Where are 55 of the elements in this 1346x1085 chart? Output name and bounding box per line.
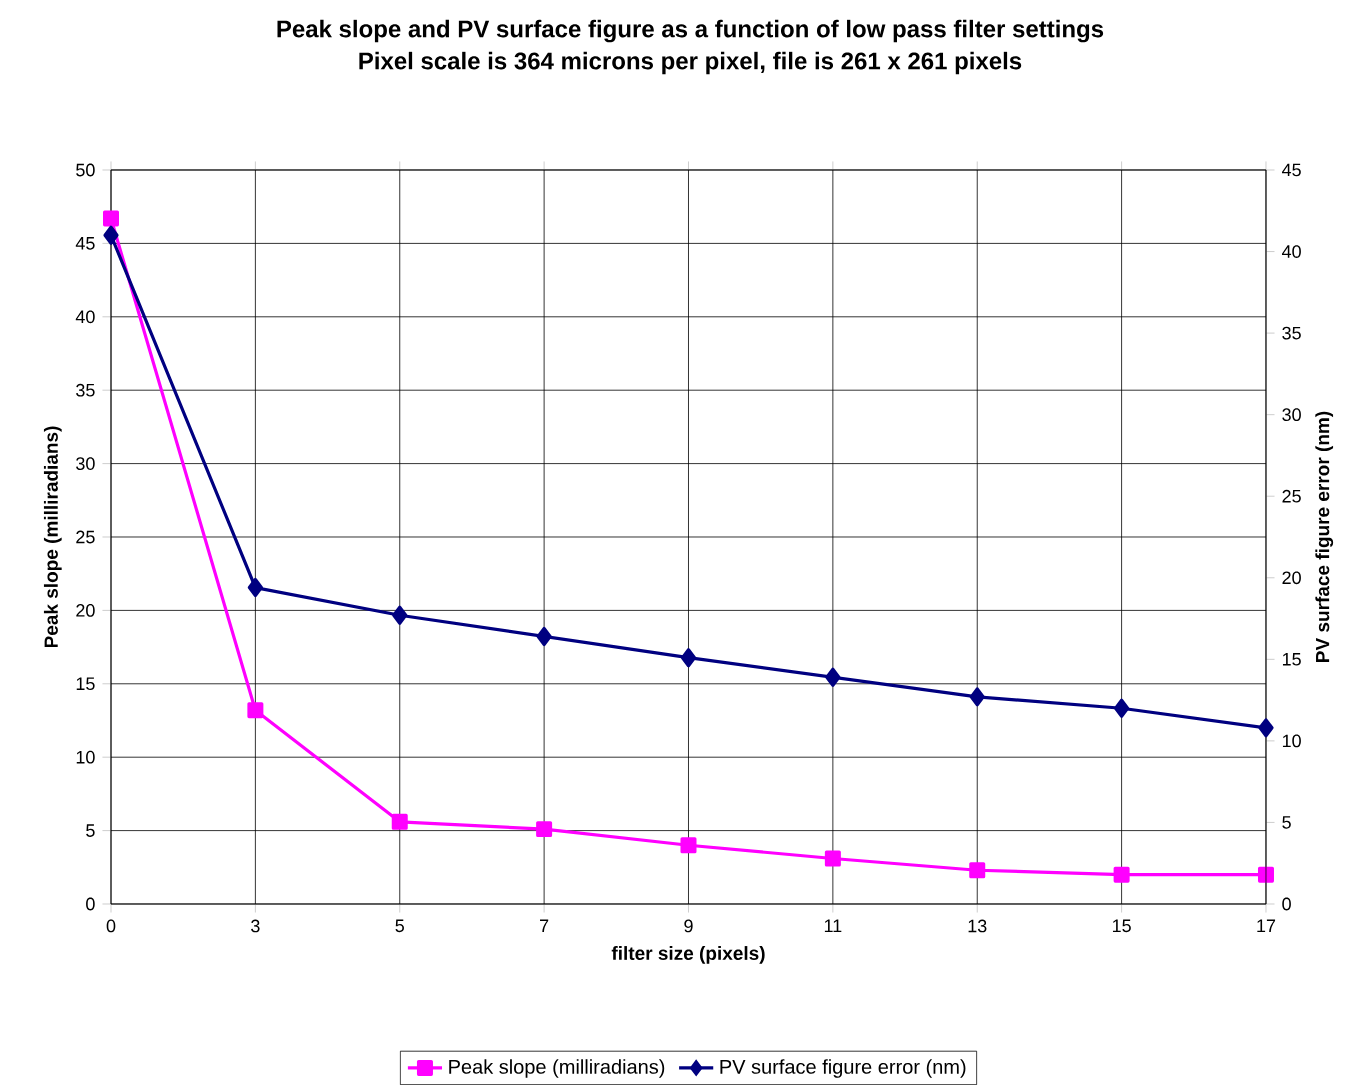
y2-tick-label: 40 [1281, 245, 1301, 258]
x-tick-label: 13 [968, 919, 987, 933]
y2-tick-label: 10 [1282, 734, 1301, 748]
point [103, 210, 119, 227]
y-tick-label: 5 [86, 824, 95, 837]
point [391, 813, 408, 830]
y2-tick-label: 5 [1282, 816, 1291, 829]
x-tick-label: 11 [824, 919, 842, 932]
y-axis-title: Peak slope (milliradians) [43, 426, 62, 648]
point [969, 687, 985, 707]
point [103, 225, 119, 245]
chart-subtitle: Pixel scale is 364 microns per pixel, file is 261 x 261 pixels [359, 51, 1022, 75]
y2-axis-title: PV surface figure error (nm) [1315, 411, 1334, 662]
point [1257, 866, 1274, 883]
point [1258, 718, 1274, 738]
x-tick-label: 3 [251, 919, 260, 933]
x-tick-label: 15 [1112, 919, 1131, 933]
legend-label: Peak slope (milliradians) [449, 1059, 665, 1078]
y2-tick-label: 15 [1282, 653, 1301, 666]
point [1113, 866, 1130, 883]
chart-title: Peak slope and PV surface figure as a function of low pass filter settings [277, 19, 1104, 43]
point [536, 821, 553, 838]
x-tick-label: 9 [684, 919, 693, 933]
point [824, 850, 841, 867]
point [680, 648, 697, 668]
y-tick-label: 35 [76, 383, 95, 397]
y2-tick-label: 45 [1281, 163, 1301, 177]
y2-tick-label: 25 [1282, 489, 1301, 503]
y2-tick-label: 20 [1282, 571, 1301, 585]
legend-label: PV surface figure error (nm) [720, 1059, 966, 1078]
y2-tick-label: 0 [1282, 897, 1291, 911]
y-tick-label: 10 [76, 750, 95, 764]
x-tick-label: 7 [540, 919, 549, 932]
point [825, 667, 841, 687]
y-tick-label: 30 [76, 457, 95, 470]
y2-tick-label: 30 [1282, 408, 1301, 422]
y-tick-label: 15 [76, 677, 95, 691]
point [1114, 698, 1130, 718]
x-tick-label: 5 [395, 919, 404, 933]
point [392, 605, 408, 625]
x-tick-label: 17 [1257, 919, 1276, 932]
y-tick-label: 0 [86, 897, 95, 911]
y-tick-label: 20 [76, 603, 95, 617]
y-tick-label: 50 [76, 163, 95, 177]
point [536, 626, 552, 647]
y2-tick-label: 35 [1282, 326, 1301, 340]
point [247, 577, 263, 598]
y-tick-label: 40 [75, 310, 95, 324]
x-tick-label: 0 [106, 919, 116, 933]
x-axis-title: filter size (pixels) [611, 946, 765, 964]
y-tick-label: 45 [75, 237, 95, 250]
point [969, 862, 986, 879]
point [680, 837, 697, 854]
y-tick-label: 25 [76, 530, 95, 544]
point [247, 702, 264, 719]
